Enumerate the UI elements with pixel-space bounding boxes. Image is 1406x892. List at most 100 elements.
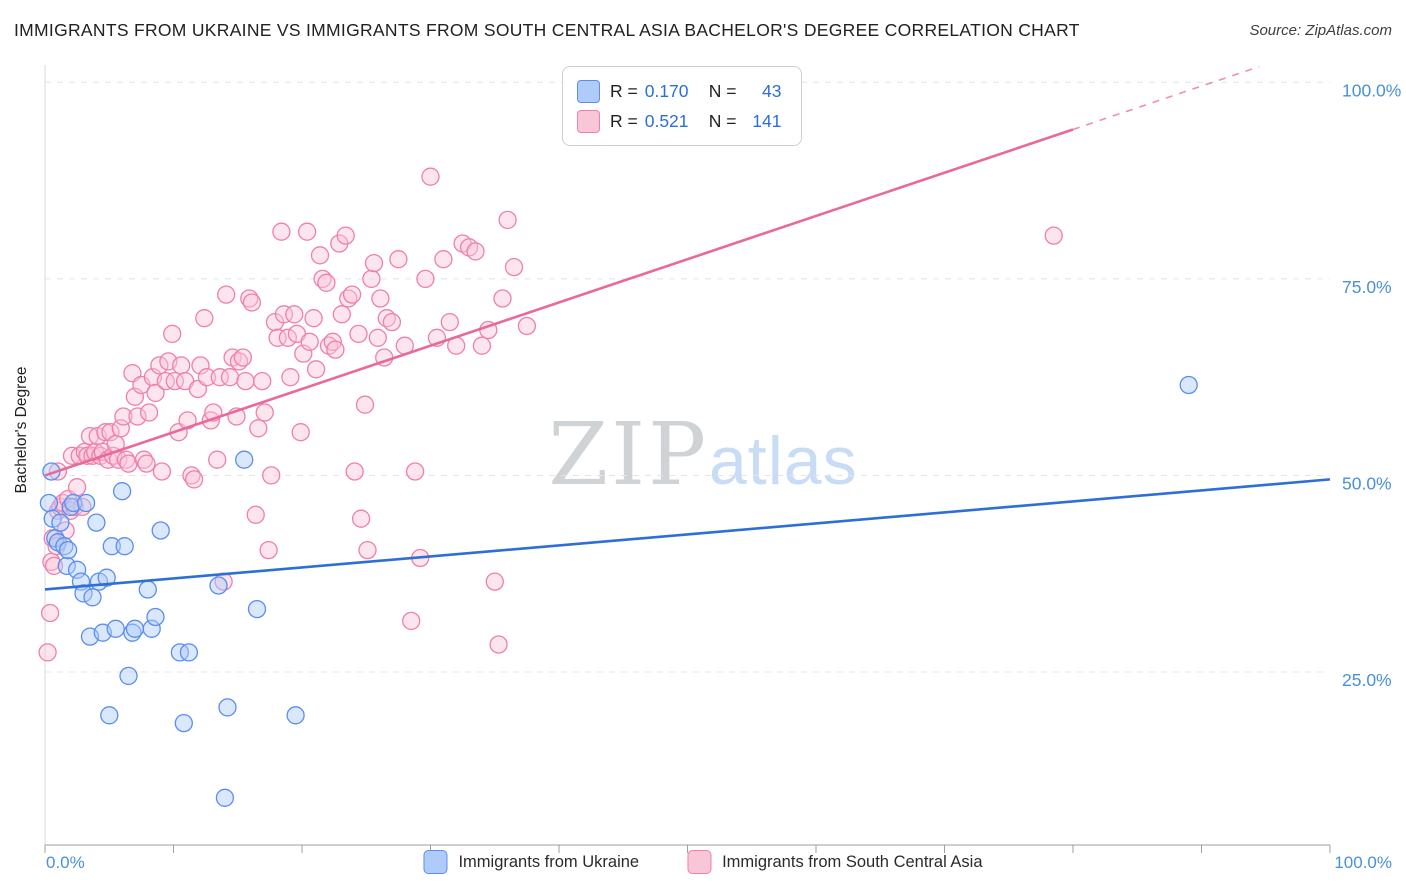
data-point [179, 643, 199, 662]
data-point [498, 210, 517, 230]
data-point [44, 556, 64, 576]
data-point [1179, 375, 1198, 395]
data-point [163, 324, 182, 344]
data-point [138, 580, 157, 599]
trend-line [44, 128, 1074, 477]
y-tick-label: 100.0% [1342, 80, 1401, 100]
data-point [172, 356, 191, 375]
data-point [125, 619, 145, 638]
legend-label-south-central-asia: Immigrants from South Central Asia [722, 852, 983, 871]
data-point [191, 356, 210, 375]
y-tick-label: 50.0% [1342, 473, 1392, 493]
data-point [233, 348, 253, 367]
data-point [38, 643, 57, 662]
data-point [87, 513, 106, 532]
data-point [236, 371, 255, 391]
data-point [362, 269, 381, 289]
data-point [152, 462, 172, 481]
data-point [146, 383, 165, 403]
trend-line-extension [1072, 65, 1260, 131]
data-point [466, 242, 485, 261]
data-point [368, 328, 387, 347]
data-point [300, 332, 319, 351]
data-point [111, 419, 130, 438]
data-point [371, 289, 390, 308]
data-point [416, 269, 435, 289]
data-point [235, 450, 254, 469]
data-point [434, 250, 453, 269]
data-point [102, 537, 121, 556]
data-point [262, 466, 281, 485]
legend-item-south-central-asia: Immigrants from South Central Asia [687, 850, 983, 874]
data-point [150, 356, 169, 375]
data-point [493, 289, 512, 308]
data-point [421, 167, 440, 186]
data-point [114, 407, 133, 426]
series-legend: Immigrants from Ukraine Immigrants from … [423, 850, 983, 874]
data-point [51, 513, 70, 532]
data-point [83, 588, 102, 607]
data-point [268, 328, 287, 347]
data-point [142, 619, 161, 638]
x-axis-max-label: 100.0% [1334, 853, 1392, 872]
data-point [405, 462, 425, 481]
data-point [304, 309, 323, 328]
data-point [297, 222, 317, 241]
legend-stats-row-south-central-asia: R = 0.521 N = 141 [577, 106, 781, 136]
data-point [472, 336, 492, 355]
data-point [382, 312, 402, 332]
data-point [291, 423, 310, 442]
n-label: N = [708, 110, 737, 131]
data-point [119, 666, 138, 686]
ukraine-swatch-icon [423, 850, 448, 874]
data-point [112, 482, 132, 501]
data-point [294, 344, 313, 363]
data-point [249, 419, 268, 438]
data-point [326, 340, 345, 359]
data-point [402, 611, 421, 631]
page-title: IMMIGRANTS FROM UKRAINE VS IMMIGRANTS FR… [14, 20, 1080, 40]
ukraine-swatch-icon [577, 79, 600, 103]
trend-line [44, 478, 1331, 591]
n-value: 141 [752, 110, 782, 131]
data-point [310, 246, 330, 265]
source-attribution: Source: ZipAtlas.com [1249, 22, 1392, 39]
data-point [286, 706, 305, 725]
n-label: N = [708, 80, 737, 101]
data-point [317, 273, 336, 292]
data-point [389, 250, 408, 269]
data-point [504, 257, 524, 277]
data-point [184, 470, 204, 489]
data-point [76, 493, 96, 513]
data-point [349, 324, 368, 344]
y-tick-label: 75.0% [1342, 277, 1392, 297]
r-label: R = [610, 80, 638, 101]
data-point [285, 305, 304, 324]
data-point [220, 368, 240, 387]
data-point [342, 285, 362, 304]
data-point [517, 316, 537, 336]
data-point [242, 293, 262, 312]
south-central-asia-swatch-icon [687, 850, 712, 874]
data-point [272, 222, 291, 241]
data-point [253, 371, 272, 391]
data-point [64, 493, 83, 513]
data-point [208, 450, 227, 469]
data-point [336, 226, 355, 245]
data-point [259, 540, 278, 560]
data-point [151, 521, 170, 540]
data-point [119, 454, 138, 473]
data-point [332, 305, 351, 324]
data-point [100, 706, 119, 725]
data-point [355, 395, 375, 414]
data-point [215, 788, 235, 807]
data-point [1044, 226, 1063, 245]
south-central-asia-swatch-icon [577, 109, 600, 133]
y-tick-label: 25.0% [1342, 670, 1392, 690]
data-point [139, 403, 159, 422]
data-point [106, 619, 125, 638]
data-point [217, 285, 236, 304]
data-point [39, 493, 59, 513]
